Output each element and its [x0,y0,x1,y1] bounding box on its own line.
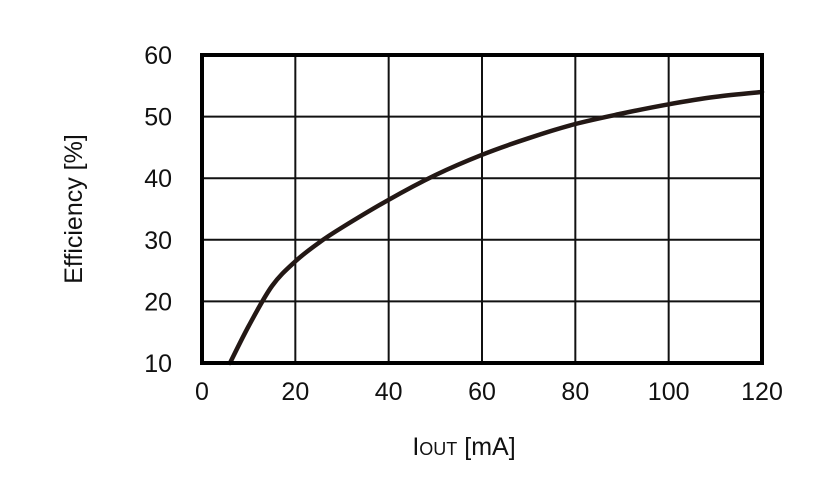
x-tick-label: 100 [648,378,690,406]
x-axis-label-subscript: OUT [419,439,457,459]
x-tick-label: 80 [561,378,589,406]
x-axis-label-unit: [mA] [457,433,515,461]
x-axis-label-main: I [412,433,419,461]
x-tick-label: 20 [281,378,309,406]
x-tick-label: 60 [468,378,496,406]
y-tick-label: 40 [144,165,172,193]
grid-lines [202,55,762,363]
x-axis-label: IOUT [mA] [412,433,515,461]
y-tick-label: 20 [144,288,172,316]
x-tick-labels: 0 20 40 60 80 100 120 [195,378,783,406]
y-axis-label: Efficiency [%] [60,134,88,284]
y-tick-label: 60 [144,42,172,70]
x-tick-label: 40 [375,378,403,406]
series-layer [227,89,765,366]
y-tick-label: 10 [144,350,172,378]
y-tick-label: 30 [144,227,172,255]
y-tick-label: 50 [144,104,172,132]
efficiency-curve [227,89,765,366]
x-tick-label: 120 [741,378,783,406]
x-tick-label: 0 [195,378,209,406]
plot-frame [200,53,764,365]
y-tick-labels: 10 20 30 40 50 60 [144,42,172,378]
